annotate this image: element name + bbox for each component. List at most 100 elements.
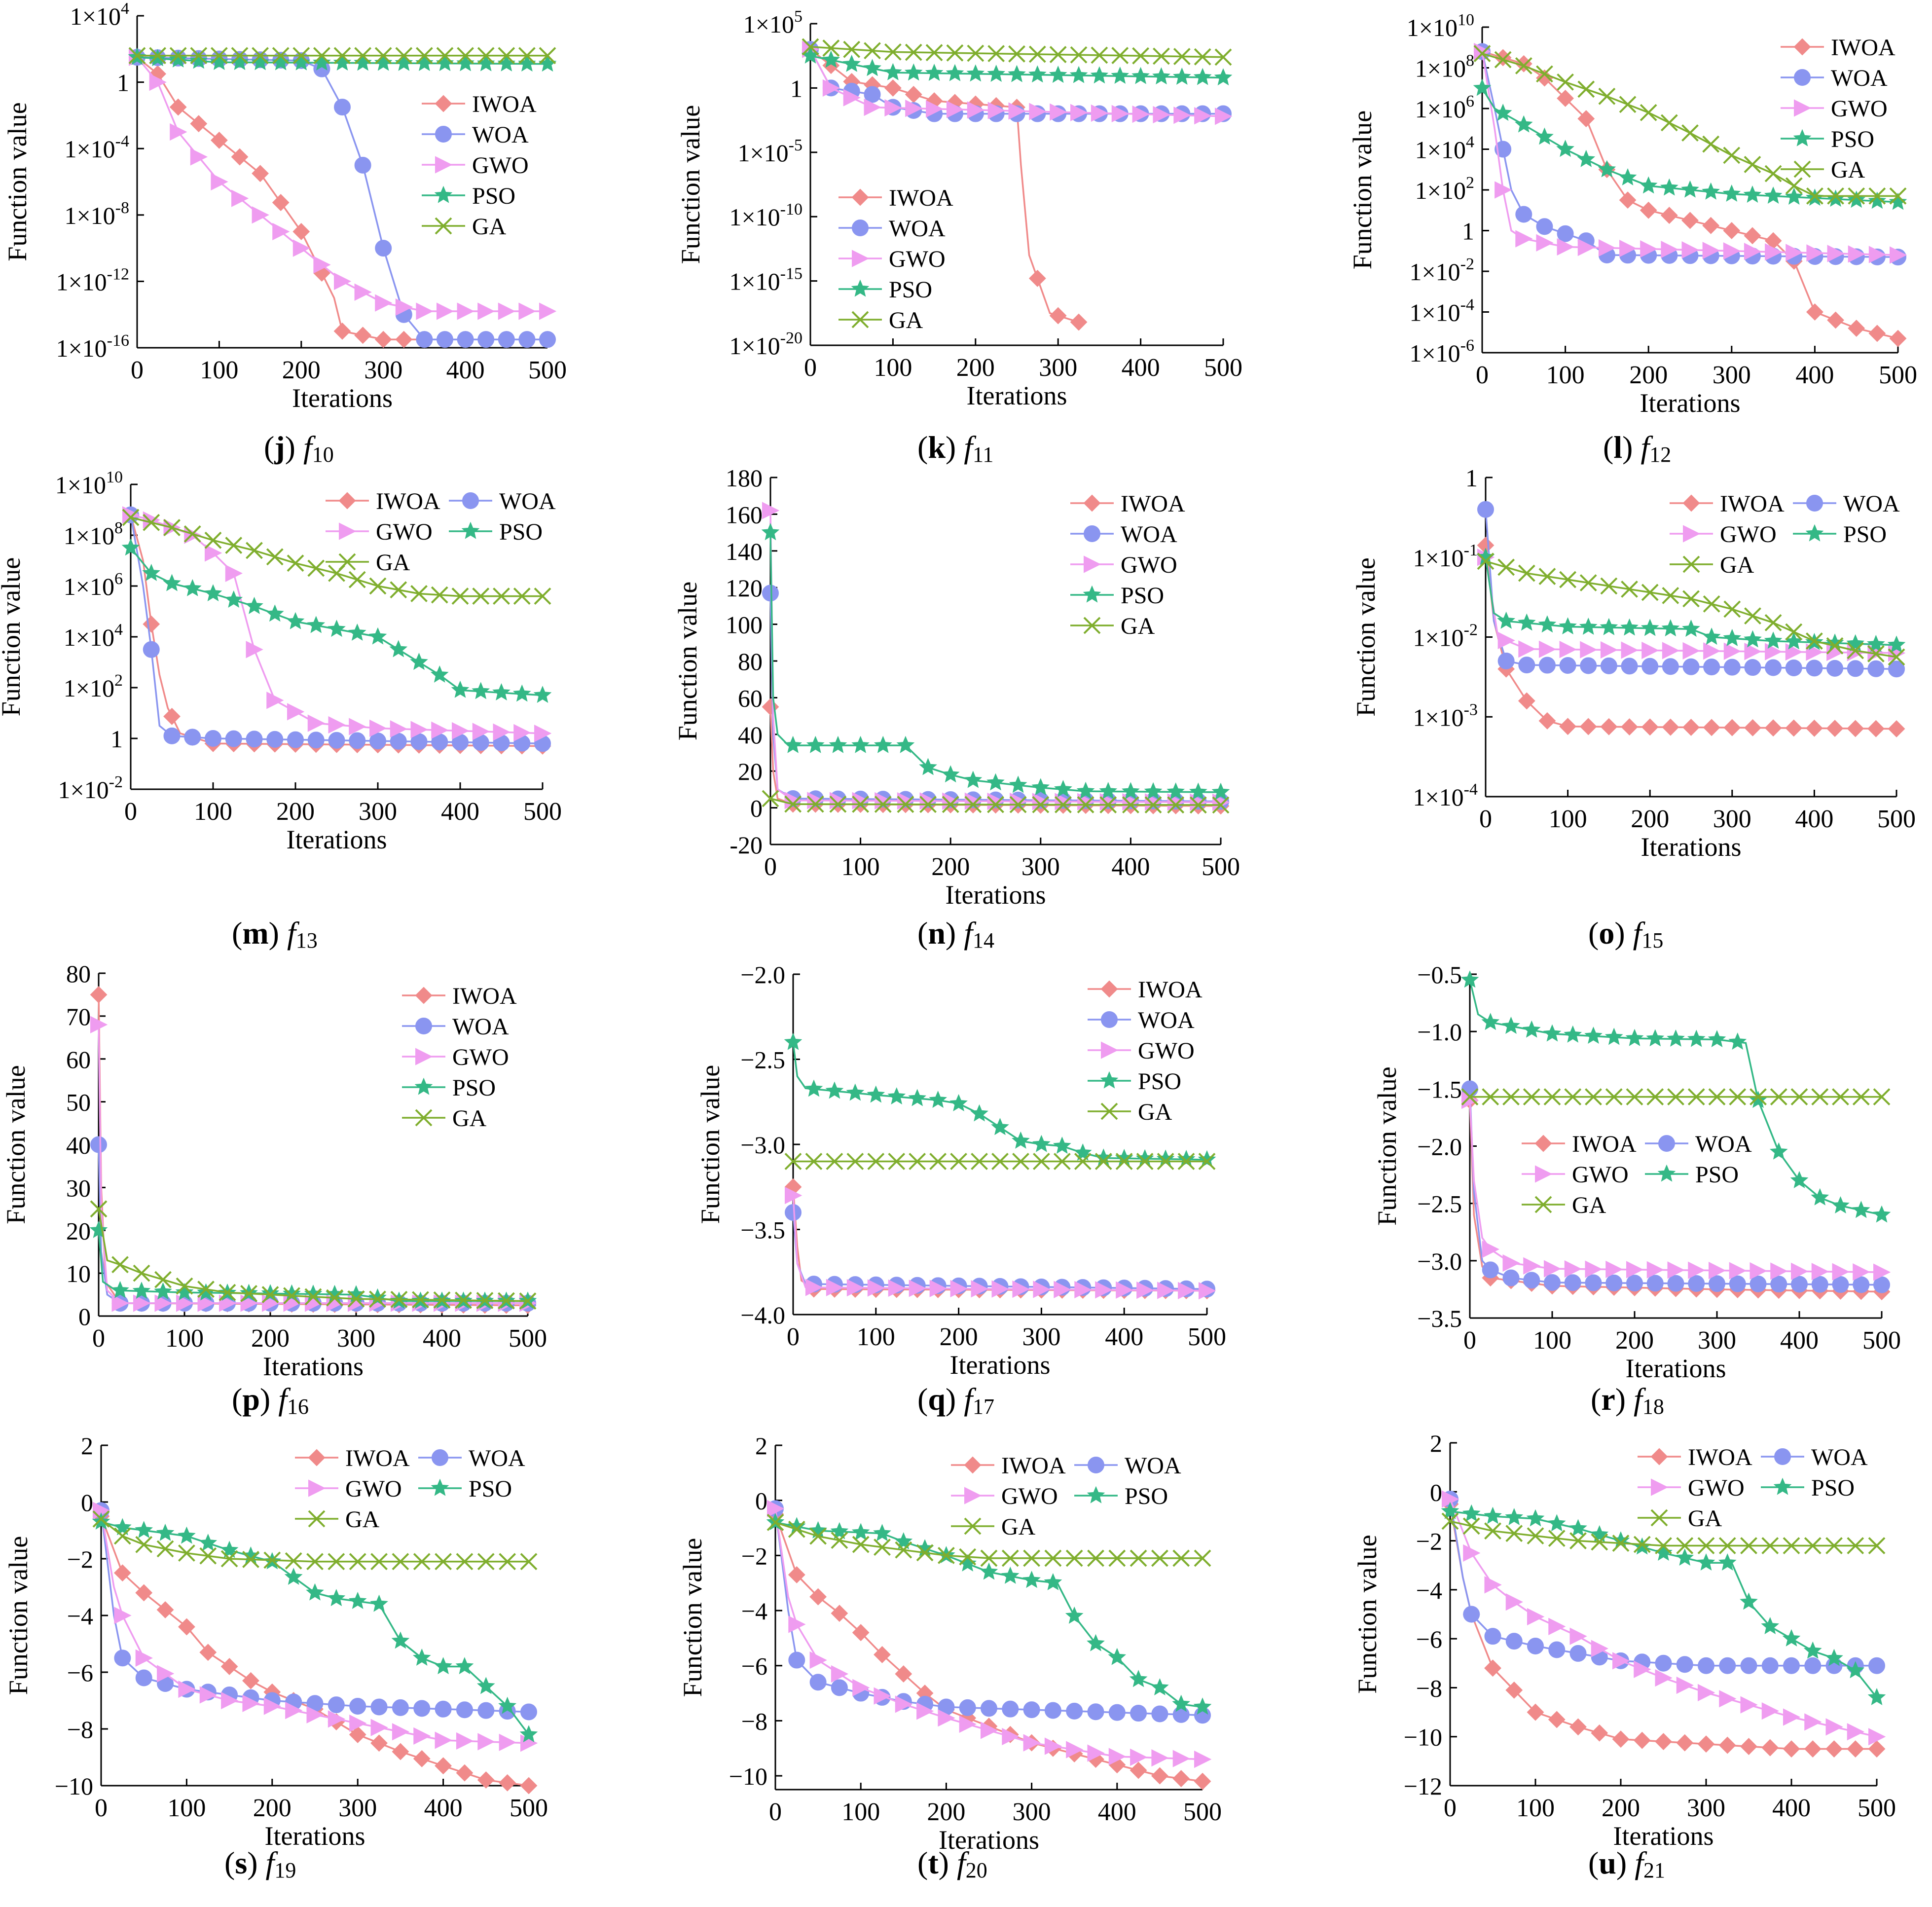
y-tick-label: −6 [67, 1659, 93, 1687]
legend-item-ga: GA [1781, 157, 1865, 183]
pso-marker [851, 735, 870, 753]
x-axis-label: Iterations [265, 1821, 365, 1851]
ga-marker [1585, 1088, 1602, 1106]
ga-marker [285, 1552, 302, 1570]
legend-label: PSO [1811, 1475, 1855, 1501]
legend-label: IWOA [1121, 491, 1185, 517]
iwoa-marker [113, 1564, 131, 1582]
woa-marker [369, 733, 386, 750]
y-tick-label: 0 [78, 1303, 91, 1330]
legend-item-iwoa: IWOA [326, 488, 440, 514]
gwo-marker [190, 148, 208, 166]
y-tick-label: −2.5 [1417, 1190, 1462, 1218]
ga-marker [1740, 1537, 1757, 1554]
legend-label: GA [1720, 552, 1754, 578]
y-tick-label: 1×1010 [55, 468, 123, 499]
iwoa-marker [354, 327, 372, 344]
ga-marker [1523, 1088, 1540, 1106]
y-tick-label: -20 [729, 831, 763, 859]
pso-marker [183, 579, 202, 596]
iwoa-marker [1028, 269, 1046, 287]
gwo-marker [1070, 104, 1088, 121]
gwo-marker [1527, 1608, 1545, 1626]
y-tick-label: −10 [55, 1772, 93, 1800]
gwo-marker [375, 294, 393, 312]
gwo-marker [349, 718, 366, 735]
x-axis-label: Iterations [1626, 1354, 1726, 1383]
woa-marker [1719, 1657, 1736, 1674]
legend-swatch-marker [851, 279, 870, 297]
x-tick-label: 0 [131, 356, 144, 384]
pso-marker [884, 63, 902, 80]
iwoa-marker [1600, 718, 1618, 735]
ga-marker [1115, 1153, 1133, 1170]
caption-func: f [265, 1845, 275, 1880]
gwo-marker [221, 1691, 239, 1710]
ga-marker [92, 1510, 110, 1528]
y-tick-label: −8 [1416, 1674, 1442, 1702]
y-tick-label: −4 [1416, 1577, 1442, 1604]
gwo-marker [437, 302, 454, 320]
legend-label: WOA [889, 216, 946, 242]
pso-marker [370, 1594, 388, 1612]
ga-marker [1744, 156, 1761, 173]
gwo-marker [1495, 181, 1512, 199]
pso-marker [1803, 1641, 1822, 1659]
y-tick-label: 1×104 [70, 0, 129, 30]
woa-marker [1580, 657, 1597, 674]
gwo-marker [788, 1615, 806, 1633]
legend-swatch-marker [1774, 1448, 1791, 1465]
y-tick-label: −4.0 [740, 1301, 785, 1329]
gwo-marker [762, 502, 780, 519]
gwo-marker [513, 724, 531, 742]
pso-marker [1584, 1027, 1603, 1044]
x-tick-label: 400 [1795, 805, 1833, 833]
ga-marker [1049, 46, 1067, 64]
legend-swatch-marker [435, 95, 452, 112]
gwo-marker [263, 1697, 282, 1715]
ga-marker [1091, 46, 1108, 64]
pso-marker [415, 54, 434, 71]
ga-marker [499, 1553, 516, 1571]
legend-label: IWOA [1138, 977, 1203, 1003]
x-tick-label: 400 [1122, 354, 1160, 382]
pso-marker [286, 612, 305, 629]
pso-marker [1494, 104, 1512, 121]
iwoa-marker [499, 1774, 516, 1792]
pso-marker [1867, 1688, 1886, 1705]
ga-marker [867, 1153, 885, 1170]
gwo-marker [929, 1280, 947, 1297]
ga-marker [328, 1553, 345, 1571]
iwoa-marker [1172, 1770, 1190, 1788]
woa-marker [959, 1699, 976, 1716]
gwo-marker [1786, 244, 1803, 261]
gwo-marker [1847, 1723, 1864, 1741]
ga-marker [1032, 796, 1050, 813]
ga-marker [520, 1553, 538, 1571]
legend-item-pso: PSO [422, 183, 515, 209]
x-tick-label: 300 [359, 798, 397, 826]
iwoa-marker [1538, 712, 1556, 730]
ga-marker [412, 1291, 429, 1309]
iwoa-marker [156, 1601, 174, 1618]
legend-swatch-marker [338, 492, 356, 510]
legend-item-gwo: GWO [402, 1044, 509, 1070]
gwo-marker [135, 1649, 153, 1667]
iwoa-marker [1676, 1734, 1694, 1752]
pso-marker [210, 52, 228, 70]
x-tick-label: 500 [1204, 354, 1242, 382]
legend-label: IWOA [889, 185, 953, 211]
ga-marker [1214, 48, 1232, 66]
legend-label: WOA [499, 488, 556, 514]
caption-func: f [1640, 430, 1650, 465]
x-axis-label: Iterations [1641, 832, 1742, 862]
legend-item-woa: WOA [1088, 1007, 1195, 1033]
woa-marker [477, 331, 495, 348]
legend-swatch-marker [415, 1109, 433, 1127]
woa-marker [1482, 1261, 1499, 1279]
gwo-marker [971, 1280, 988, 1298]
legend-item-pso: PSO [1088, 1068, 1181, 1095]
legend-label: PSO [889, 277, 932, 303]
pso-marker [1156, 1149, 1175, 1167]
x-tick-label: 400 [1105, 1323, 1143, 1351]
